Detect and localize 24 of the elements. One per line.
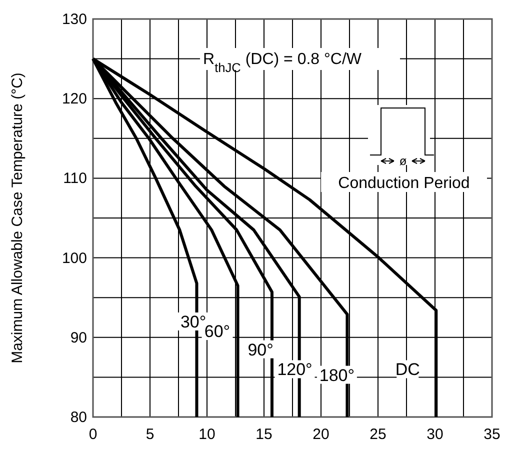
y-tick-label: 120 bbox=[62, 90, 87, 108]
annotation: ø bbox=[399, 154, 408, 168]
y-tick-label: 110 bbox=[63, 170, 87, 188]
x-tick-label: 15 bbox=[256, 426, 272, 443]
y-axis-title: Maximum Allowable Case Temperature (°C) bbox=[9, 72, 26, 364]
y-tick-label: 80 bbox=[70, 409, 87, 426]
y-tick-label: 130 bbox=[62, 11, 87, 28]
x-tick-label: 0 bbox=[88, 426, 98, 443]
series-label: 180° bbox=[319, 366, 355, 385]
annotation: R$_{thJC}$ (DC) = 0.8 °C/W bbox=[203, 51, 362, 74]
y-tick-label: 100 bbox=[62, 250, 87, 267]
series-label: DC bbox=[395, 360, 420, 380]
x-tick-label: 35 bbox=[484, 426, 500, 443]
x-tick-label: 30 bbox=[426, 426, 444, 443]
annotation: Conduction Period bbox=[338, 175, 470, 192]
x-tick-label: 25 bbox=[370, 426, 386, 443]
series-label: 30° bbox=[180, 312, 206, 332]
y-tick-label: 90 bbox=[70, 329, 87, 346]
series-label: 120° bbox=[277, 360, 312, 380]
series-label: 90° bbox=[248, 340, 274, 360]
x-tick-label: 10 bbox=[198, 426, 216, 443]
x-tick-label: 20 bbox=[312, 426, 330, 443]
series-label: 60° bbox=[204, 322, 230, 342]
x-tick-label: 5 bbox=[146, 426, 154, 443]
